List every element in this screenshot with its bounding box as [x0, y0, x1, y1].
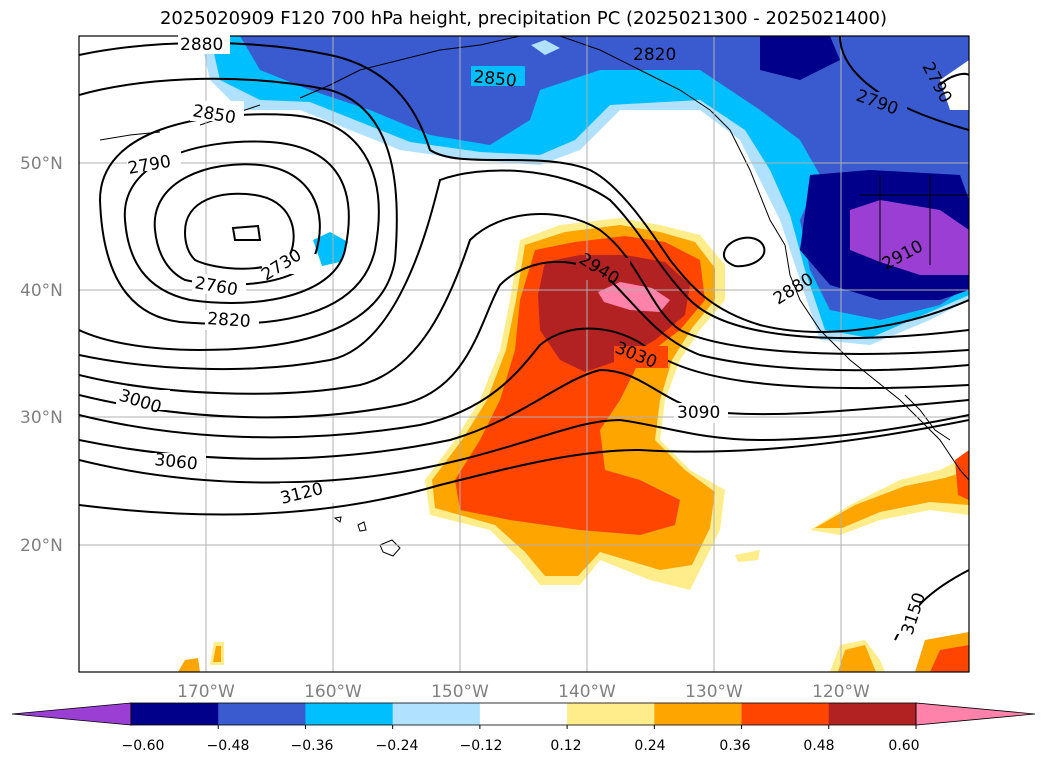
colorbar-tick-label: 0.48: [803, 738, 834, 754]
colorbar-segment: [479, 703, 568, 725]
colorbar-segment: [305, 703, 394, 725]
colorbar-tick-label: 0.60: [888, 738, 919, 754]
lat-label: 20°N: [20, 536, 63, 556]
figure-title: 2025020909 F120 700 hPa height, precipit…: [159, 8, 888, 29]
height-contours: [79, 36, 969, 641]
colorbar-segment: [741, 703, 830, 725]
lat-label: 30°N: [20, 408, 63, 428]
colorbar-tick-label: 0.12: [550, 738, 581, 754]
colorbar-segment: [828, 703, 917, 725]
colorbar-labels: −0.60 −0.48 −0.36 −0.24 −0.12 0.12 0.24 …: [122, 738, 920, 754]
colorbar-segment: [392, 703, 481, 725]
colorbar-tick-label: 0.24: [634, 738, 665, 754]
contour-label: 2820: [207, 309, 252, 332]
positive-anomaly-shading: [178, 218, 969, 672]
lon-label: 130°W: [685, 682, 743, 702]
colorbar-tick-label: −0.36: [291, 738, 334, 754]
colorbar: [11, 702, 1036, 729]
lon-label: 150°W: [431, 682, 489, 702]
contour-label: 3060: [153, 450, 198, 474]
contour-labels: 2880 2820 2850 2790 2790 2850 2790 2730 …: [116, 34, 956, 638]
lat-label: 50°N: [20, 154, 63, 174]
colorbar-segment: [131, 703, 219, 725]
graticule: [79, 36, 969, 672]
colorbar-tick-label: 0.36: [719, 738, 750, 754]
contour-label: 2880: [180, 35, 223, 55]
colorbar-segment: [11, 702, 132, 726]
latitude-labels: 50°N 40°N 30°N 20°N: [20, 154, 63, 556]
lon-label: 140°W: [558, 682, 616, 702]
colorbar-segment: [654, 703, 743, 725]
lat-label: 40°N: [20, 281, 63, 301]
contour-label: 3090: [677, 403, 720, 423]
colorbar-segment: [915, 702, 1036, 726]
colorbar-tick-label: −0.24: [376, 738, 419, 754]
map-frame: [78, 35, 970, 673]
colorbar-tick-label: −0.12: [460, 738, 503, 754]
contour-label: 2820: [633, 45, 676, 65]
colorbar-segment: [218, 703, 306, 725]
colorbar-segment: [567, 703, 655, 725]
lon-label: 160°W: [304, 682, 362, 702]
contour-label: 2850: [472, 67, 517, 91]
lon-label: 120°W: [812, 682, 870, 702]
map-panel: [79, 36, 969, 672]
colorbar-tick-label: −0.60: [122, 738, 165, 754]
colorbar-frame: [130, 702, 917, 726]
colorbar-tick-label: −0.48: [207, 738, 250, 754]
longitude-labels: 170°W 160°W 150°W 140°W 130°W 120°W: [177, 682, 870, 702]
lon-label: 170°W: [177, 682, 235, 702]
